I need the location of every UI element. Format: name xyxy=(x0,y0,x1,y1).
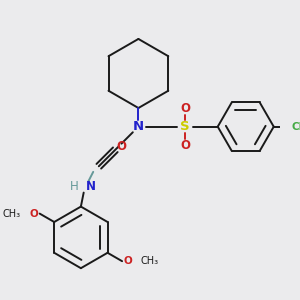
Text: Cl: Cl xyxy=(292,122,300,132)
Text: H: H xyxy=(70,180,79,193)
Text: S: S xyxy=(180,120,190,133)
Text: O: O xyxy=(180,139,190,152)
Text: O: O xyxy=(180,101,190,115)
Text: O: O xyxy=(29,208,38,219)
Text: CH₃: CH₃ xyxy=(3,208,21,219)
Text: N: N xyxy=(133,120,144,133)
Text: N: N xyxy=(85,180,95,193)
Text: CH₃: CH₃ xyxy=(141,256,159,266)
Text: O: O xyxy=(116,140,126,152)
Text: O: O xyxy=(124,256,133,266)
